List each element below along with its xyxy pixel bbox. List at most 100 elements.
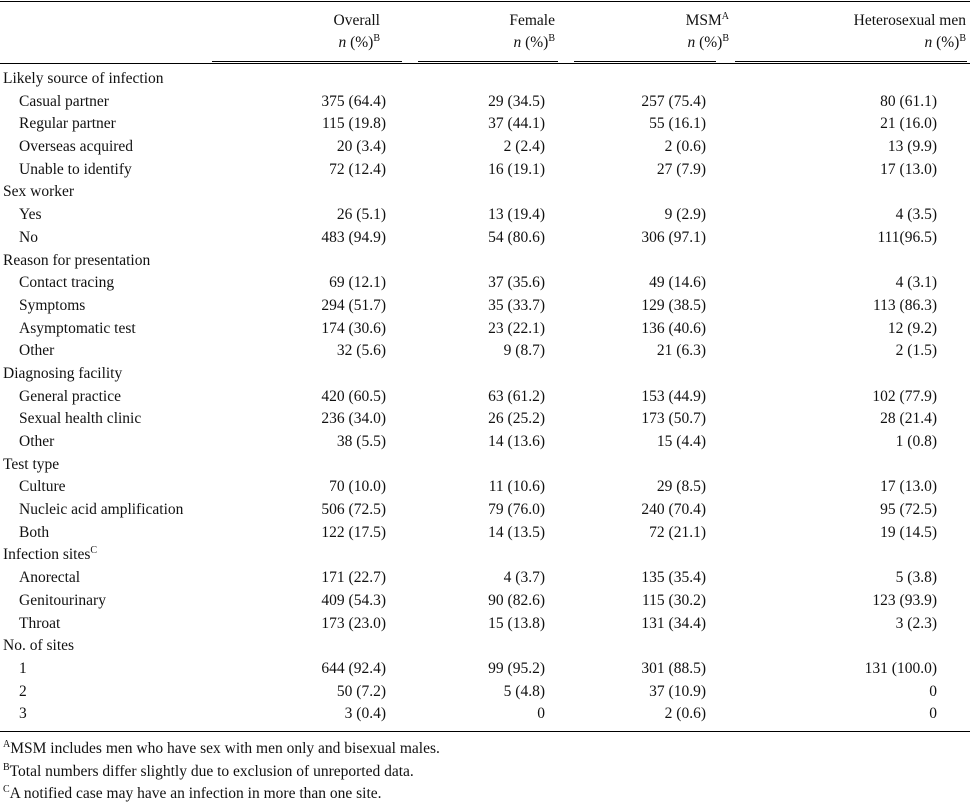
row-label: General practice [19, 387, 121, 405]
row-label: Nucleic acid amplification [19, 501, 184, 519]
table-cell: 95 (72.5) [880, 501, 937, 519]
table-row: Sexual health clinic 236 (34.0) 26 (25.2) 1… [0, 408, 970, 431]
table-row: Asymptomatic test 174 (30.6) 23 (22.1) 136 … [0, 318, 970, 341]
table-row: Anorectal 171 (22.7) 4 (3.7) 135 (35.4) 5 (3… [0, 567, 970, 590]
table-cell: 0 [537, 705, 545, 723]
row-label: 2 [19, 682, 27, 700]
table-cell: 80 (61.1) [880, 92, 937, 110]
table-row: 2 50 (7.2) 5 (4.8) 37 (10.9) 0 [0, 681, 970, 704]
table-cell: 113 (86.3) [873, 296, 937, 314]
column-header-msm: MSMA n (%)B [685, 11, 729, 52]
table-cell: 49 (14.6) [649, 274, 706, 292]
table-cell: 2 (0.6) [664, 705, 706, 723]
table-cell: 131 (34.4) [641, 614, 706, 632]
table-cell: 26 (25.2) [488, 410, 545, 428]
section-label: Diagnosing facility [3, 364, 123, 382]
row-label: Other [19, 433, 55, 450]
table-cell: 4 (3.5) [895, 206, 937, 224]
section-row: No. of sites [0, 635, 970, 658]
table-cell: 301 (88.5) [641, 659, 706, 677]
table-row: General practice 420 (60.5) 63 (61.2) 153 (… [0, 386, 970, 409]
table-cell: 21 (6.3) [656, 342, 706, 360]
row-label: Regular partner [19, 115, 116, 133]
table-row: Overseas acquired 20 (3.4) 2 (2.4) 2 (0.6) 1… [0, 136, 970, 159]
column-header-label: MSM [685, 12, 722, 29]
table-cell: 1 (0.8) [895, 433, 937, 450]
table-cell: 644 (92.4) [321, 659, 386, 677]
header-underline [212, 61, 402, 62]
table-cell: 14 (13.5) [488, 523, 545, 541]
table-cell: 0 [929, 682, 937, 700]
table-cell: 236 (34.0) [321, 410, 386, 428]
table-cell: 99 (95.2) [488, 659, 545, 677]
table-cell: 16 (19.1) [488, 160, 545, 178]
table-cell: 21 (16.0) [880, 115, 937, 133]
table-cell: 27 (7.9) [656, 160, 706, 178]
row-label: 3 [19, 705, 27, 723]
column-header-female: Female n (%)B [509, 12, 555, 51]
row-label: Genitourinary [19, 591, 106, 609]
table-body: Likely source of infection Casual partner… [0, 68, 970, 726]
footnote: AMSM includes men who have sex with men … [3, 739, 440, 758]
table-row: Regular partner 115 (19.8) 37 (44.1) 55 (16… [0, 113, 970, 136]
table-cell: 174 (30.6) [321, 319, 386, 337]
row-label: Unable to identify [19, 160, 132, 178]
table-cell: 9 (2.9) [664, 206, 706, 224]
row-label: Casual partner [19, 92, 109, 110]
table-cell: 3 (0.4) [344, 705, 386, 723]
table-row: Nucleic acid amplification 506 (72.5) 79 (… [0, 499, 970, 522]
table-cell: 4 (3.1) [895, 274, 937, 292]
header-rule [0, 63, 970, 64]
table-row: Symptoms 294 (51.7) 35 (33.7) 129 (38.5) 113… [0, 295, 970, 318]
table-cell: 55 (16.1) [649, 115, 706, 133]
table-cell: 72 (21.1) [649, 523, 706, 541]
row-label: Sexual health clinic [19, 410, 142, 428]
footnotes: AMSM includes men who have sex with men … [3, 738, 440, 806]
table-row: Culture 70 (10.0) 11 (10.6) 29 (8.5) 17 (13.… [0, 476, 970, 499]
section-label: Likely source of infection [3, 70, 164, 87]
table-cell: 0 [929, 705, 937, 723]
row-label: Throat [19, 614, 61, 632]
table-cell: 70 (10.0) [329, 478, 386, 496]
table-cell: 102 (77.9) [872, 387, 937, 405]
section-label: Infection sitesC [3, 545, 98, 564]
table-cell: 63 (61.2) [488, 387, 545, 405]
table-cell: 50 (7.2) [336, 682, 386, 700]
table-cell: 306 (97.1) [641, 228, 706, 246]
table-cell: 2 (2.4) [503, 138, 545, 156]
table-cell: 173 (50.7) [641, 410, 706, 428]
table-cell: 20 (3.4) [336, 138, 386, 156]
table-row: No 483 (94.9) 54 (80.6) 306 (97.1) 111(96.5) [0, 227, 970, 250]
section-label: Test type [3, 455, 60, 473]
table-cell: 79 (76.0) [488, 501, 545, 519]
section-row: Likely source of infection [0, 68, 970, 91]
table-cell: 29 (8.5) [656, 478, 706, 496]
table-cell: 15 (4.4) [656, 433, 706, 450]
table-cell: 28 (21.4) [880, 410, 937, 428]
table-cell: 32 (5.6) [336, 342, 386, 360]
section-row: Reason for presentation [0, 250, 970, 273]
row-label: Other [19, 342, 55, 360]
table-cell: 409 (54.3) [321, 591, 386, 609]
column-header-label: Female [509, 12, 555, 29]
row-label: Yes [19, 206, 42, 224]
table-row: Genitourinary 409 (54.3) 90 (82.6) 115 (30.… [0, 590, 970, 613]
row-label: Asymptomatic test [19, 319, 136, 337]
table-cell: 37 (10.9) [649, 682, 706, 700]
top-rule [0, 1, 970, 3]
row-label: Both [19, 523, 50, 541]
header-underline [574, 61, 716, 62]
row-label: Anorectal [19, 569, 81, 587]
table-cell: 173 (23.0) [321, 614, 386, 632]
header-underline [735, 61, 967, 62]
table-row: 3 3 (0.4) 0 2 (0.6) 0 [0, 703, 970, 726]
section-row: Infection sitesC [0, 544, 970, 567]
table-cell: 23 (22.1) [488, 319, 545, 337]
table-cell: 483 (94.9) [321, 228, 386, 246]
column-header-heterosexual-men: Heterosexual men n (%)B [853, 12, 966, 51]
table-cell: 17 (13.0) [880, 160, 937, 178]
table-cell: 122 (17.5) [321, 523, 386, 541]
table-row: Other 32 (5.6) 9 (8.7) 21 (6.3) 2 (1.5) [0, 340, 970, 363]
table-cell: 35 (33.7) [488, 296, 545, 314]
